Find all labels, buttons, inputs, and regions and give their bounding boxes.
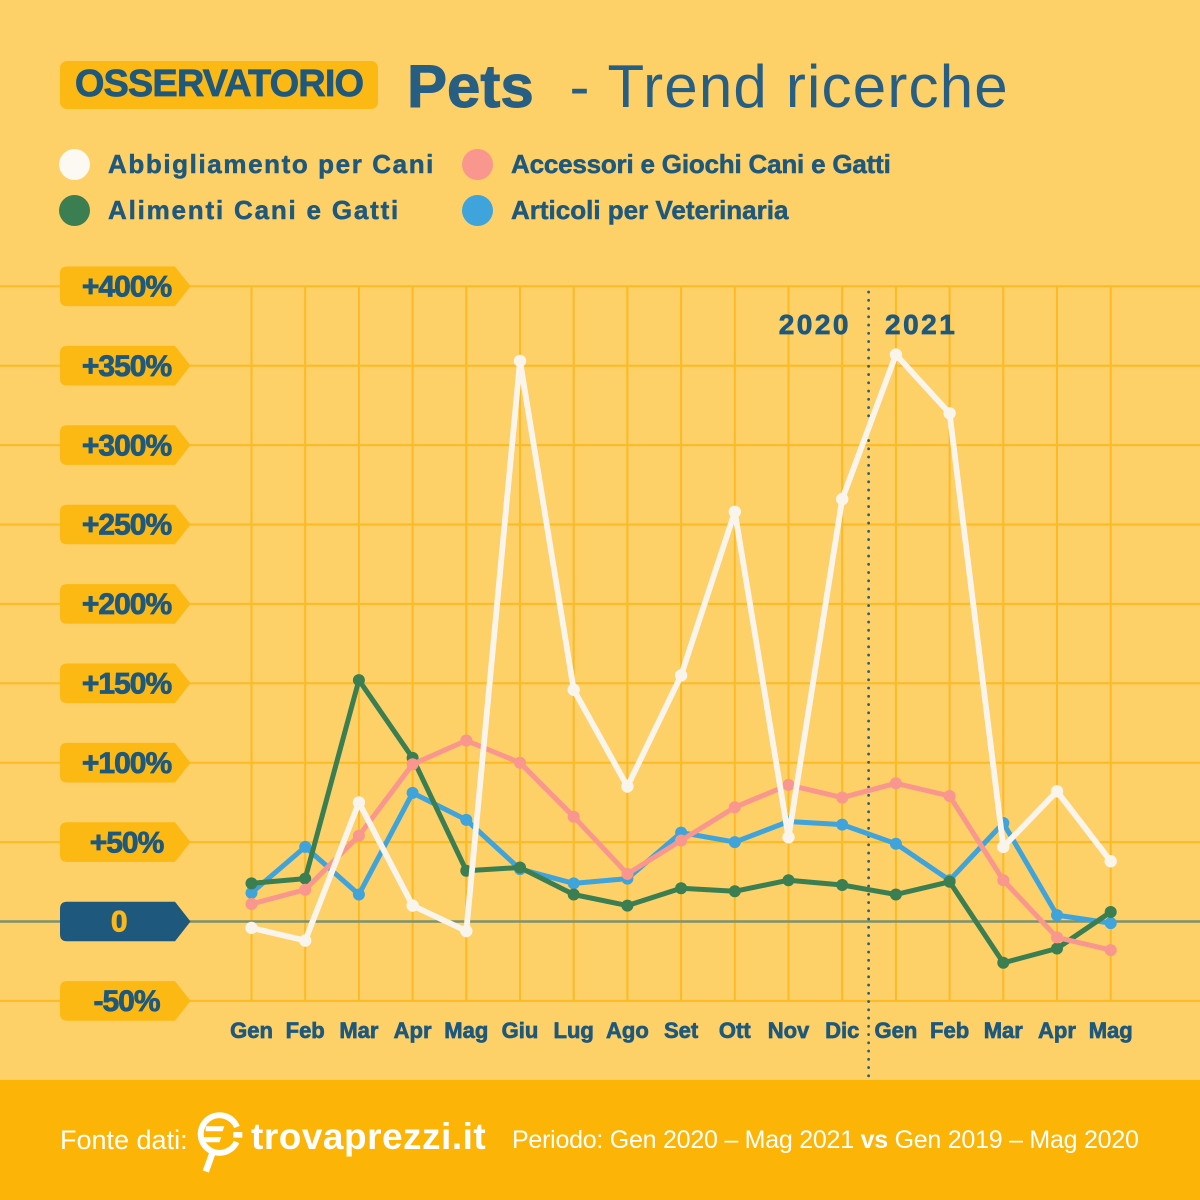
svg-text:2020: 2020	[779, 309, 851, 340]
svg-text:Set: Set	[664, 1018, 699, 1043]
svg-text:Ago: Ago	[606, 1018, 649, 1043]
svg-text:+50%: +50%	[90, 826, 164, 859]
svg-text:2021: 2021	[885, 309, 957, 340]
svg-text:+200%: +200%	[82, 588, 172, 621]
svg-text:Ott: Ott	[719, 1018, 751, 1043]
svg-text:+300%: +300%	[82, 429, 172, 462]
svg-text:Lug: Lug	[554, 1018, 594, 1043]
svg-text:Apr: Apr	[1038, 1018, 1076, 1043]
svg-text:Mag: Mag	[444, 1018, 488, 1043]
svg-text:Giu: Giu	[502, 1018, 539, 1043]
svg-text:+100%: +100%	[82, 747, 172, 780]
svg-text:+250%: +250%	[82, 509, 172, 542]
svg-text:Apr: Apr	[394, 1018, 432, 1043]
svg-text:-50%: -50%	[93, 985, 159, 1018]
svg-text:Feb: Feb	[930, 1018, 969, 1043]
svg-text:Mag: Mag	[1089, 1018, 1133, 1043]
svg-text:+150%: +150%	[82, 668, 172, 701]
svg-text:Nov: Nov	[768, 1018, 810, 1043]
svg-text:Dic: Dic	[825, 1018, 859, 1043]
svg-text:+350%: +350%	[82, 350, 172, 383]
svg-text:Mar: Mar	[984, 1018, 1024, 1043]
svg-text:Mar: Mar	[339, 1018, 379, 1043]
svg-text:0: 0	[111, 906, 127, 939]
svg-text:Feb: Feb	[286, 1018, 325, 1043]
svg-text:Gen: Gen	[875, 1018, 918, 1043]
svg-text:Gen: Gen	[230, 1018, 273, 1043]
svg-text:+400%: +400%	[82, 271, 172, 304]
